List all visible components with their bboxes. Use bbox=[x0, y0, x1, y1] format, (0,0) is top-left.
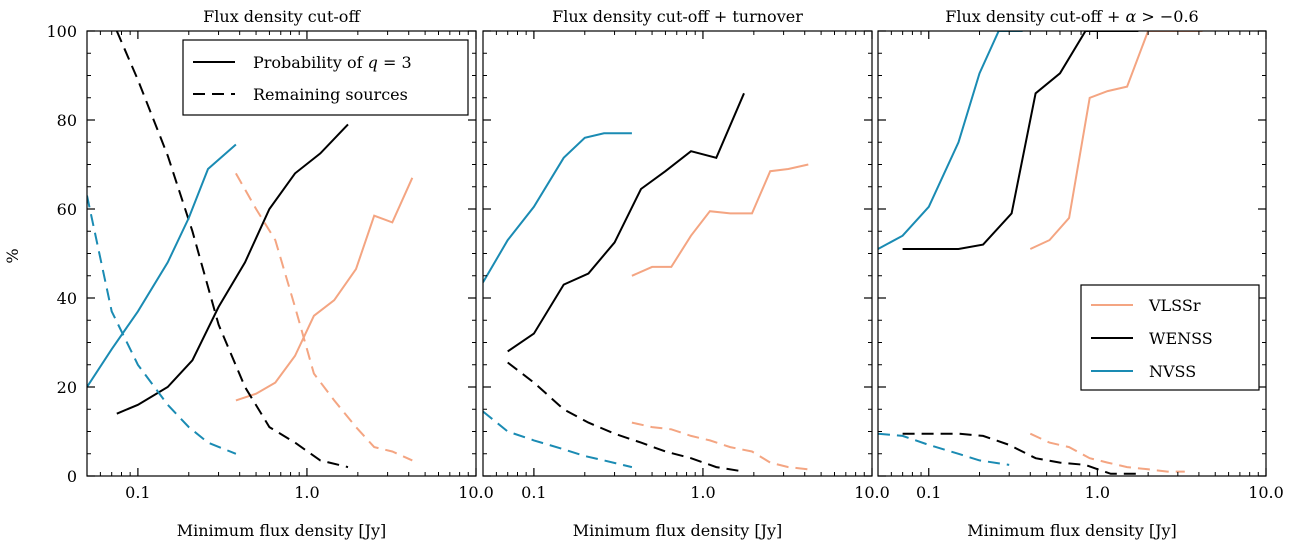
legend-label-vlssr: VLSSr bbox=[1148, 296, 1201, 315]
series-vlssr-remaining bbox=[235, 172, 413, 462]
series-nvss-remaining bbox=[87, 195, 237, 455]
series-nvss-remaining bbox=[878, 432, 1010, 466]
legend-surveys: VLSSr WENSS NVSS bbox=[1080, 284, 1260, 391]
y-tick-label: 80 bbox=[57, 111, 77, 130]
series-vlssr-remaining bbox=[631, 421, 809, 471]
x-tick-label: 1.0 bbox=[1085, 483, 1110, 502]
series-wenss-probability bbox=[507, 92, 745, 353]
series-wenss-probability bbox=[116, 123, 349, 415]
x-tick-label: 1.0 bbox=[690, 483, 715, 502]
x-axis-label: Minimum flux density [Jy] bbox=[177, 521, 387, 540]
y-tick-label: 40 bbox=[57, 289, 77, 308]
series-wenss-remaining bbox=[507, 361, 745, 473]
y-tick-label: 100 bbox=[46, 22, 77, 41]
axes-frame bbox=[877, 30, 1267, 477]
legend-label-wenss: WENSS bbox=[1149, 329, 1213, 348]
panel-2: 0.1 1.0 10.0 Flux density cut-off + turnove… bbox=[482, 7, 890, 540]
series-vlssr-probability bbox=[631, 163, 809, 277]
x-axis-label: Minimum flux density [Jy] bbox=[967, 521, 1177, 540]
series-nvss-probability bbox=[87, 143, 237, 388]
y-tick-label: 0 bbox=[67, 467, 77, 486]
y-tick-label: 20 bbox=[57, 378, 77, 397]
panel-3: 0.1 1.0 10.0 Flux density cut-off + α > −0.… bbox=[877, 7, 1284, 540]
legend-solid-label: Probability of q = 3 bbox=[253, 53, 412, 72]
panel-1: 0 20 40 60 80 100 0.1 1.0 10.0 Flux density cut-o… bbox=[46, 7, 493, 540]
series-vlssr-remaining bbox=[1029, 432, 1185, 473]
legend-dashed-label: Remaining sources bbox=[253, 85, 408, 104]
series-group bbox=[878, 31, 1203, 475]
panel-title: Flux density cut-off + turnover bbox=[552, 7, 803, 26]
series-wenss-remaining bbox=[115, 31, 349, 469]
x-tick-label: 10.0 bbox=[1248, 483, 1284, 502]
x-tick-label: 0.1 bbox=[916, 483, 941, 502]
panel-title: Flux density cut-off + α > −0.6 bbox=[945, 7, 1198, 26]
series-wenss-remaining bbox=[902, 432, 1139, 475]
series-vlssr-probability bbox=[235, 177, 414, 402]
panel-title: Flux density cut-off bbox=[203, 7, 361, 26]
x-tick-label: 10.0 bbox=[458, 483, 494, 502]
series-vlssr-probability bbox=[1029, 31, 1203, 250]
series-nvss-probability bbox=[878, 31, 1023, 250]
series-nvss-probability bbox=[483, 132, 632, 283]
y-tick-label: 60 bbox=[57, 200, 77, 219]
x-tick-label: 0.1 bbox=[521, 483, 546, 502]
legend-label-nvss: NVSS bbox=[1149, 362, 1196, 381]
legend-box bbox=[182, 39, 469, 116]
x-tick-label: 0.1 bbox=[125, 483, 150, 502]
x-tick-label: 1.0 bbox=[294, 483, 319, 502]
x-tick-label: 10.0 bbox=[854, 483, 890, 502]
y-axis-label: % bbox=[3, 248, 22, 263]
legend-probability: Probability of q = 3 Remaining sources bbox=[182, 39, 469, 116]
series-group bbox=[87, 31, 414, 469]
series-nvss-remaining bbox=[483, 410, 633, 469]
series-wenss-probability bbox=[902, 31, 1139, 250]
axes-frame bbox=[482, 30, 873, 477]
x-axis-label: Minimum flux density [Jy] bbox=[573, 521, 783, 540]
series-group bbox=[483, 92, 809, 473]
